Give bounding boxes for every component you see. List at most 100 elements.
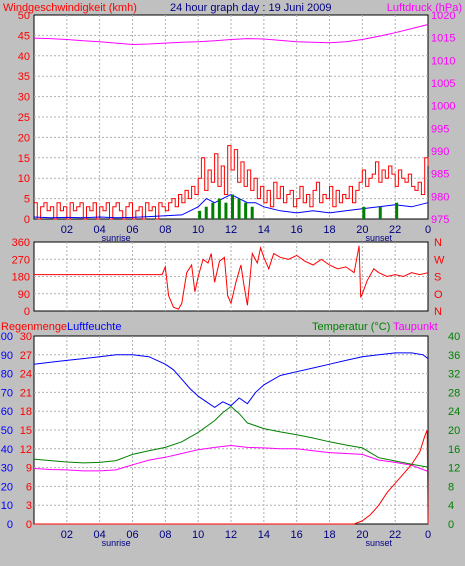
humidity-y-tick: 50 [1, 425, 13, 437]
temperature-y-tick: 16 [448, 444, 460, 456]
climate-x-tick: 20 [356, 529, 368, 541]
humidity-y-tick: 100 [0, 331, 13, 343]
humidity-y-tick: 90 [1, 350, 13, 362]
series-windboen [378, 206, 382, 219]
humidity-y-tick: 40 [1, 444, 13, 456]
rain-y-tick: 6 [26, 481, 32, 493]
pressure-axis-label: Luftdruck (hPa) [387, 2, 462, 14]
wind-y-tick: 0 [24, 214, 30, 226]
climate-x-tick: 12 [225, 529, 237, 541]
climate-x-tick: 18 [323, 529, 335, 541]
series-windboen [244, 202, 248, 219]
temperature-y-tick: 24 [448, 406, 460, 418]
dewpoint-axis-label: Taupunkt [393, 321, 438, 333]
series-temperatur-c [33, 405, 429, 468]
climate-x-tick: 02 [61, 529, 73, 541]
series-windboen [395, 202, 399, 219]
series-windboen [224, 202, 228, 219]
humidity-y-tick: 0 [7, 519, 13, 531]
climate-x-tick: 06 [126, 529, 138, 541]
series-windboen [211, 202, 215, 219]
wind-x-tick: 10 [192, 224, 204, 236]
direction-y-tick: 270 [12, 254, 30, 266]
humidity-y-tick: 30 [1, 463, 13, 475]
humidity-y-tick: 80 [1, 369, 13, 381]
series-windboen [231, 194, 234, 219]
pressure-y-tick: 980 [431, 191, 449, 203]
humidity-axis-label: Luftfeuchte [67, 321, 121, 333]
wind-x-tick: 14 [258, 224, 270, 236]
x-marker-label: sunrise [102, 233, 131, 243]
wind-x-tick: 18 [323, 224, 335, 236]
temperature-y-tick: 4 [448, 500, 454, 512]
wind-y-tick: 30 [18, 92, 30, 104]
chart-title: 24 hour graph day : 19 Juni 2009 [170, 2, 331, 14]
humidity-y-tick: 10 [1, 500, 13, 512]
wind-y-tick: 15 [18, 153, 30, 165]
rain-y-tick: 0 [26, 519, 32, 531]
x-marker-label: sunset [365, 233, 392, 243]
pressure-y-tick: 990 [431, 146, 449, 158]
direction-y-tick: 90 [18, 289, 30, 301]
wind-x-tick: 06 [126, 224, 138, 236]
wind-y-tick: 35 [18, 71, 30, 83]
pressure-y-tick: 975 [431, 214, 449, 226]
wind-x-tick: 0 [425, 224, 431, 236]
chart-panels: 0510152025303540455097598098599099510001… [0, 10, 460, 548]
temperature-y-tick: 0 [448, 519, 454, 531]
humidity-y-tick: 60 [1, 406, 13, 418]
series-luftdruck-hpa [33, 24, 429, 46]
wind-y-tick: 10 [18, 173, 30, 185]
rain-y-tick: 24 [20, 369, 32, 381]
pressure-y-tick: 995 [431, 123, 449, 135]
wind-axis-label: Windgeschwindigkeit (kmh) [3, 2, 137, 14]
series-windboen [237, 198, 241, 219]
rain-axis-label: Regenmenge [1, 321, 67, 333]
wind-y-tick: 50 [18, 10, 30, 22]
temperature-y-tick: 28 [448, 387, 460, 399]
series-windmittel [33, 193, 429, 219]
temperature-axis-label: Temperatur (°C) [312, 321, 390, 333]
direction-y-tick: 360 [12, 237, 30, 249]
wind-x-tick: 22 [389, 224, 401, 236]
rain-y-tick: 27 [20, 350, 32, 362]
climate-x-tick: 08 [159, 529, 171, 541]
wind-x-tick: 20 [356, 224, 368, 236]
series-windboen [362, 206, 366, 219]
x-marker-label: sunrise [102, 538, 131, 548]
compass-tick: W [434, 254, 445, 266]
series-luftfeuchte [33, 352, 429, 409]
rain-y-tick: 12 [20, 444, 32, 456]
series-windgeschwindigkeit-kmh [34, 145, 429, 220]
climate-x-tick: 14 [258, 529, 270, 541]
climate-x-tick: 16 [291, 529, 303, 541]
humidity-y-tick: 20 [1, 481, 13, 493]
rain-y-tick: 9 [26, 463, 32, 475]
temperature-y-tick: 40 [448, 331, 460, 343]
pressure-y-tick: 1000 [431, 101, 455, 113]
humidity-y-tick: 70 [1, 387, 13, 399]
series-windboen [250, 206, 254, 219]
temperature-y-tick: 36 [448, 350, 460, 362]
series-windrichtung [34, 245, 429, 310]
pressure-y-tick: 1005 [431, 78, 455, 90]
climate-x-tick: 0 [425, 529, 431, 541]
climate-x-tick: 04 [94, 529, 106, 541]
wind-x-tick: 02 [61, 224, 73, 236]
x-marker-label: sunset [365, 538, 392, 548]
temperature-y-tick: 8 [448, 481, 454, 493]
wind-y-tick: 5 [24, 194, 30, 206]
temperature-y-tick: 32 [448, 369, 460, 381]
compass-tick: N [434, 237, 442, 249]
wind-y-tick: 40 [18, 51, 30, 63]
pressure-y-tick: 1015 [431, 33, 455, 45]
climate-x-tick: 10 [192, 529, 204, 541]
compass-tick: S [434, 272, 441, 284]
series-windboen [204, 206, 208, 219]
series-windboen [217, 198, 221, 219]
compass-tick: N [434, 306, 442, 318]
series-windboen [198, 210, 202, 219]
series-taupunkt [33, 444, 429, 472]
compass-tick: O [434, 289, 443, 301]
